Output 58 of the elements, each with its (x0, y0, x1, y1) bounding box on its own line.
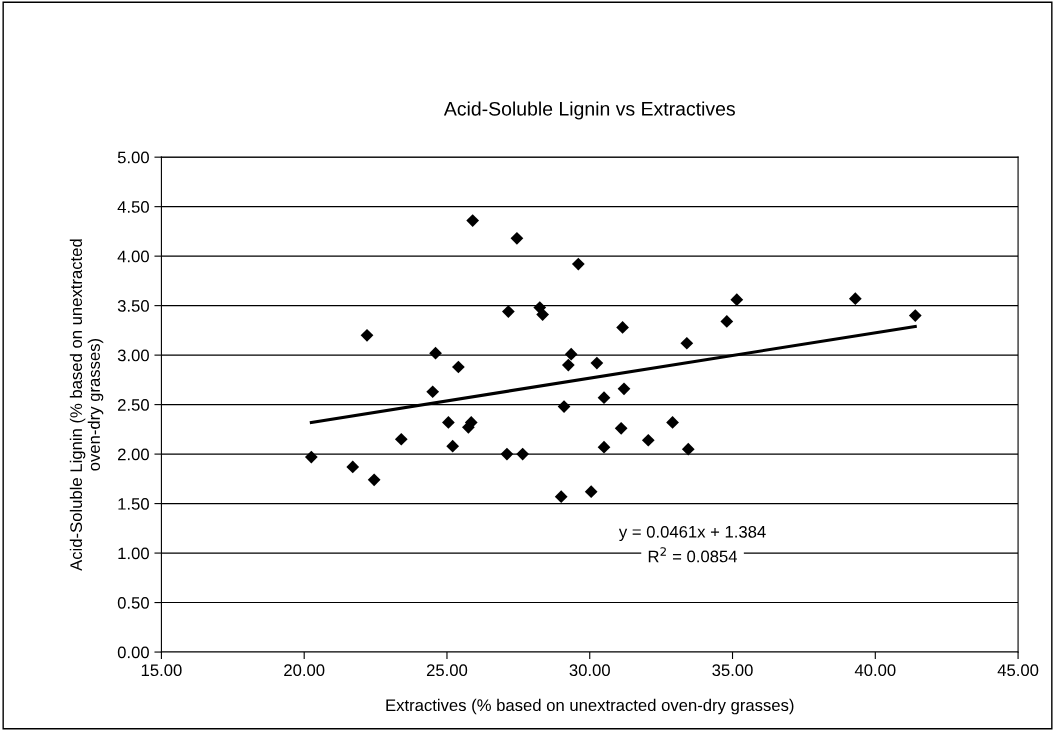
point (446, 439, 460, 453)
point (590, 356, 604, 370)
y-tick-label: 0.50 (117, 596, 149, 609)
x-tick-label: 35.00 (712, 664, 753, 677)
point (584, 485, 598, 499)
y-tick-label: 0.00 (117, 646, 149, 659)
y-tick-label: 5.00 (117, 151, 149, 164)
point (394, 432, 408, 446)
point (466, 214, 480, 227)
x-tick-label: 45.00 (997, 664, 1039, 677)
point (502, 305, 515, 318)
y-tick-label: 2.00 (118, 448, 149, 461)
annotation: y = 0.0461x + 1.384 (618, 525, 766, 542)
point (848, 292, 862, 306)
chart-title: Acid-Soluble Lignin vs Extractives (443, 101, 735, 120)
point (360, 328, 374, 342)
x-tick-label: 30.00 (569, 664, 610, 677)
y-tick-label: 4.00 (117, 250, 149, 263)
y-tick-label: 3.50 (117, 300, 149, 312)
point (720, 315, 734, 328)
y-tick-label: 4.50 (117, 201, 149, 213)
point (516, 447, 529, 461)
point (614, 422, 628, 435)
point (367, 473, 381, 487)
point (304, 450, 318, 464)
x-tick-label: 25.00 (426, 664, 468, 677)
x-axis-title: Extractives (% based on unextracted oven-dry grasses) (386, 698, 794, 715)
annotation: R$^{2}$ = 0.0854 (648, 547, 738, 563)
point (536, 308, 549, 321)
y-tick-label: 1.50 (118, 497, 149, 510)
point (617, 382, 631, 396)
y-axis-title: Acid-Soluble Lignin (% based on unextracted oven-dry grasses) (69, 239, 104, 571)
point (442, 416, 455, 429)
x-tick-label: 20.00 (284, 664, 325, 677)
y-tick-label: 2.50 (118, 399, 149, 411)
point (500, 447, 514, 461)
point (426, 385, 440, 399)
point (681, 442, 695, 456)
point (464, 416, 478, 429)
y-tick-label: 3.00 (117, 349, 149, 362)
point (597, 440, 611, 454)
point (641, 433, 655, 447)
point (908, 309, 922, 322)
point (616, 321, 629, 334)
point (510, 231, 524, 245)
point (564, 347, 578, 361)
point (666, 416, 679, 429)
x-tick-label: 40.00 (854, 664, 896, 677)
point (561, 358, 575, 372)
point (429, 346, 442, 360)
x-tick-label: 15.00 (141, 664, 182, 677)
point (554, 490, 568, 504)
point (346, 460, 360, 474)
point (680, 336, 694, 350)
point (571, 257, 585, 271)
y-tick-label: 1.00 (118, 547, 149, 560)
point (597, 391, 611, 405)
point (730, 293, 744, 307)
